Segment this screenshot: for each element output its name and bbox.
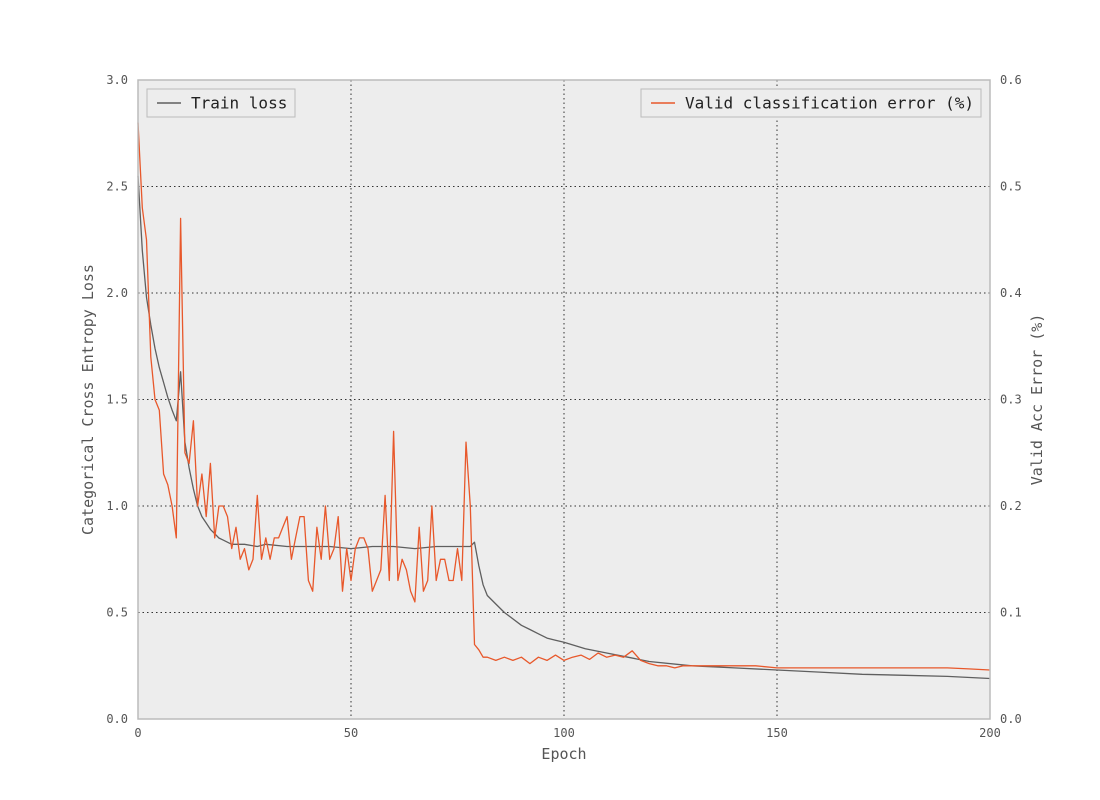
y-right-tick-label: 0.3 bbox=[1000, 393, 1022, 407]
series-lines bbox=[137, 122, 991, 680]
y-right-tick-label: 0.4 bbox=[1000, 286, 1022, 300]
y-right-tick-label: 0.1 bbox=[1000, 606, 1022, 620]
tick-labels: 0 50 100 150 2000.00.51.01.52.02.53.00.00.10… bbox=[106, 73, 1021, 740]
legends: Train loss Valid classification error (%) bbox=[146, 88, 982, 118]
y-right-tick-label: 0.6 bbox=[1000, 73, 1022, 87]
y-right-tick-label: 0.0 bbox=[1000, 712, 1022, 726]
y-left-tick-label: 3.0 bbox=[106, 73, 128, 87]
y-left-tick-label: 1.0 bbox=[106, 499, 128, 513]
y-left-tick-label: 0.5 bbox=[106, 606, 128, 620]
plot-frame bbox=[137, 79, 991, 720]
x-tick-label: 0 bbox=[134, 726, 141, 740]
legend-label: Valid classification error (%) bbox=[685, 94, 974, 113]
y-left-tick-label: 0.0 bbox=[106, 712, 128, 726]
y-right-axis-label: Valid Acc Error (%) bbox=[1028, 314, 1046, 486]
y-left-axis-label: Categorical Cross Entropy Loss bbox=[79, 264, 97, 535]
train-loss-line bbox=[137, 175, 991, 680]
legend-box bbox=[640, 88, 982, 118]
y-left-tick-label: 1.5 bbox=[106, 393, 128, 407]
valid-error-line bbox=[137, 122, 991, 671]
y-left-tick-label: 2.5 bbox=[106, 180, 128, 194]
y-right-tick-label: 0.5 bbox=[1000, 180, 1022, 194]
y-left-tick-label: 2.0 bbox=[106, 286, 128, 300]
legend-label: Train loss bbox=[191, 94, 287, 113]
x-axis-label: Epoch bbox=[541, 745, 586, 763]
x-tick-label: 100 bbox=[553, 726, 575, 740]
x-tick-label: 50 bbox=[344, 726, 358, 740]
grid-lines bbox=[138, 80, 990, 719]
x-tick-label: 150 bbox=[766, 726, 788, 740]
x-tick-label: 200 bbox=[979, 726, 1001, 740]
y-right-tick-label: 0.2 bbox=[1000, 499, 1022, 513]
